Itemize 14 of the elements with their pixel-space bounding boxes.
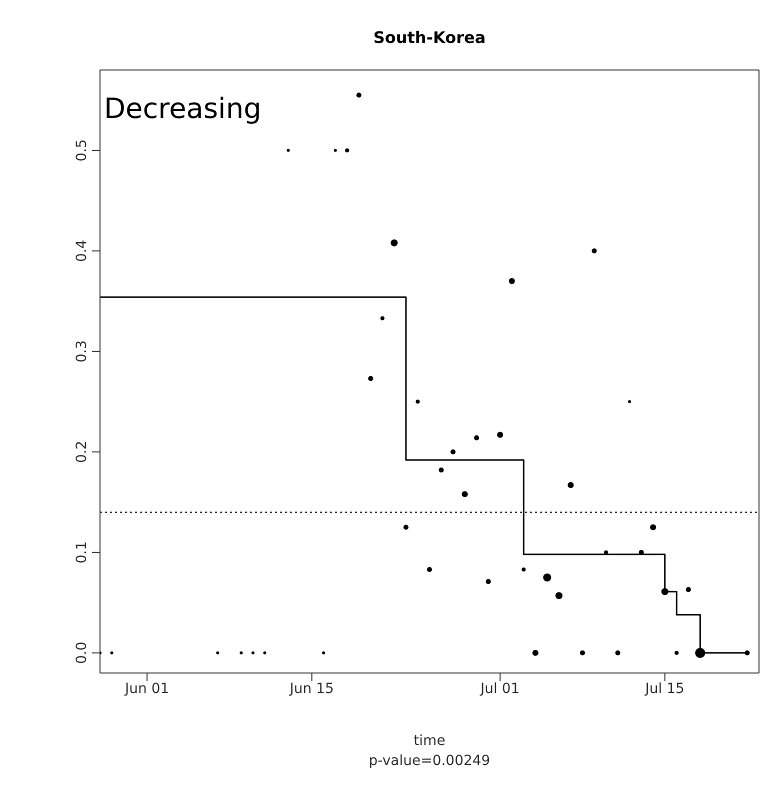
y-tick-label: 0.1 <box>74 541 90 564</box>
x-tick-label: Jul 15 <box>644 680 684 697</box>
x-axis-title: time <box>412 732 446 751</box>
x-tick-label: Jul 01 <box>480 680 520 697</box>
y-tick-label: 0.5 <box>74 139 90 162</box>
x-tick-label: Jun 01 <box>124 680 170 697</box>
y-tick-label: 0.0 <box>74 642 90 664</box>
y-tick-label: 0.4 <box>74 240 90 262</box>
text: p-value=0.00249 <box>368 752 492 771</box>
y-tick-label: 0.2 <box>74 440 90 464</box>
x-tick-label: Jun 15 <box>288 680 334 697</box>
annotation: Decreasing <box>104 92 262 125</box>
chart-title: South-Korea <box>372 28 487 47</box>
y-tick-label: 0.3 <box>74 340 90 363</box>
